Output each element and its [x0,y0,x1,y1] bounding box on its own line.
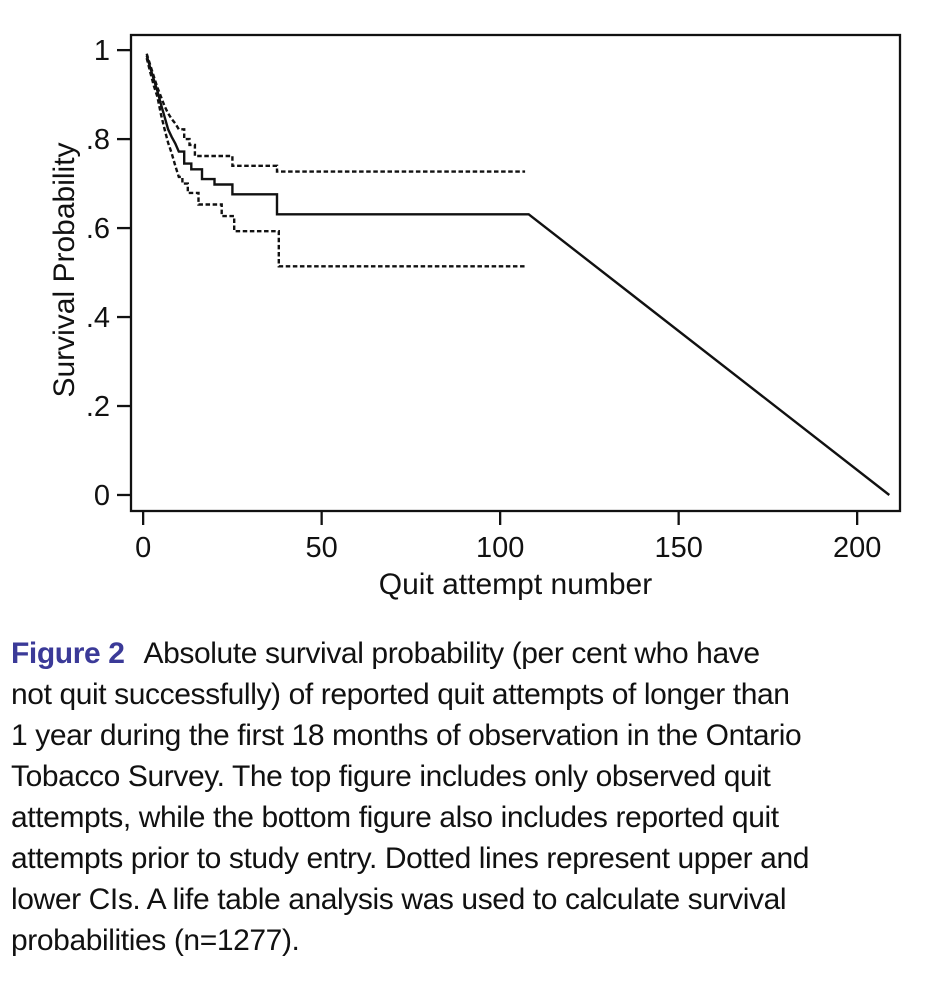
y-tick-label: 1 [94,35,110,67]
caption-text-line: 1 year during the first 18 months of obs… [11,719,802,752]
caption-text-line: Tobacco Survey. The top figure includes … [11,760,771,793]
y-tick-label: .2 [86,391,110,423]
x-tick-label: 0 [135,532,151,564]
y-axis-label: Survival Probability [48,142,81,397]
y-tick-label: .8 [86,124,110,156]
caption-text-line: attempts prior to study entry. Dotted li… [11,842,810,875]
x-tick-label: 100 [476,532,524,564]
caption-text-line: attempts, while the bottom figure also i… [11,801,779,834]
x-tick-label: 150 [654,532,702,564]
caption-text-line: lower CIs. A life table analysis was use… [11,883,787,916]
caption-text-line: probabilities (n=1277). [11,924,300,957]
figure-caption: Figure 2 Absolute survival probability (p… [11,633,945,961]
figure-number-label: Figure 2 [11,637,125,670]
survival-curve [145,55,891,496]
plot-border [129,33,902,513]
caption-text-line: Absolute survival probability (per cent … [143,637,761,670]
y-tick-label: 0 [94,480,110,512]
lower-ci-curve [145,57,526,268]
y-tick-label: .4 [86,302,110,334]
upper-ci-curve [145,53,526,173]
x-tick-label: 50 [306,532,338,564]
survival-chart: 1 .8 .6 .4 .2 00 50 100 150 200 Quit attempt numbe… [48,33,902,601]
caption-text-line: not quit successfully) of reported quit … [11,678,790,711]
y-tick-label: .6 [86,213,110,245]
survival-figure: 1 .8 .6 .4 .2 0 0 50 100 150 200 Quit attempt numbe… [48,33,902,601]
caption-line: Figure 2 Absolute survival probability (p… [11,633,945,674]
x-axis-label: Quit attempt number [379,568,652,601]
x-tick-label: 200 [833,532,881,564]
